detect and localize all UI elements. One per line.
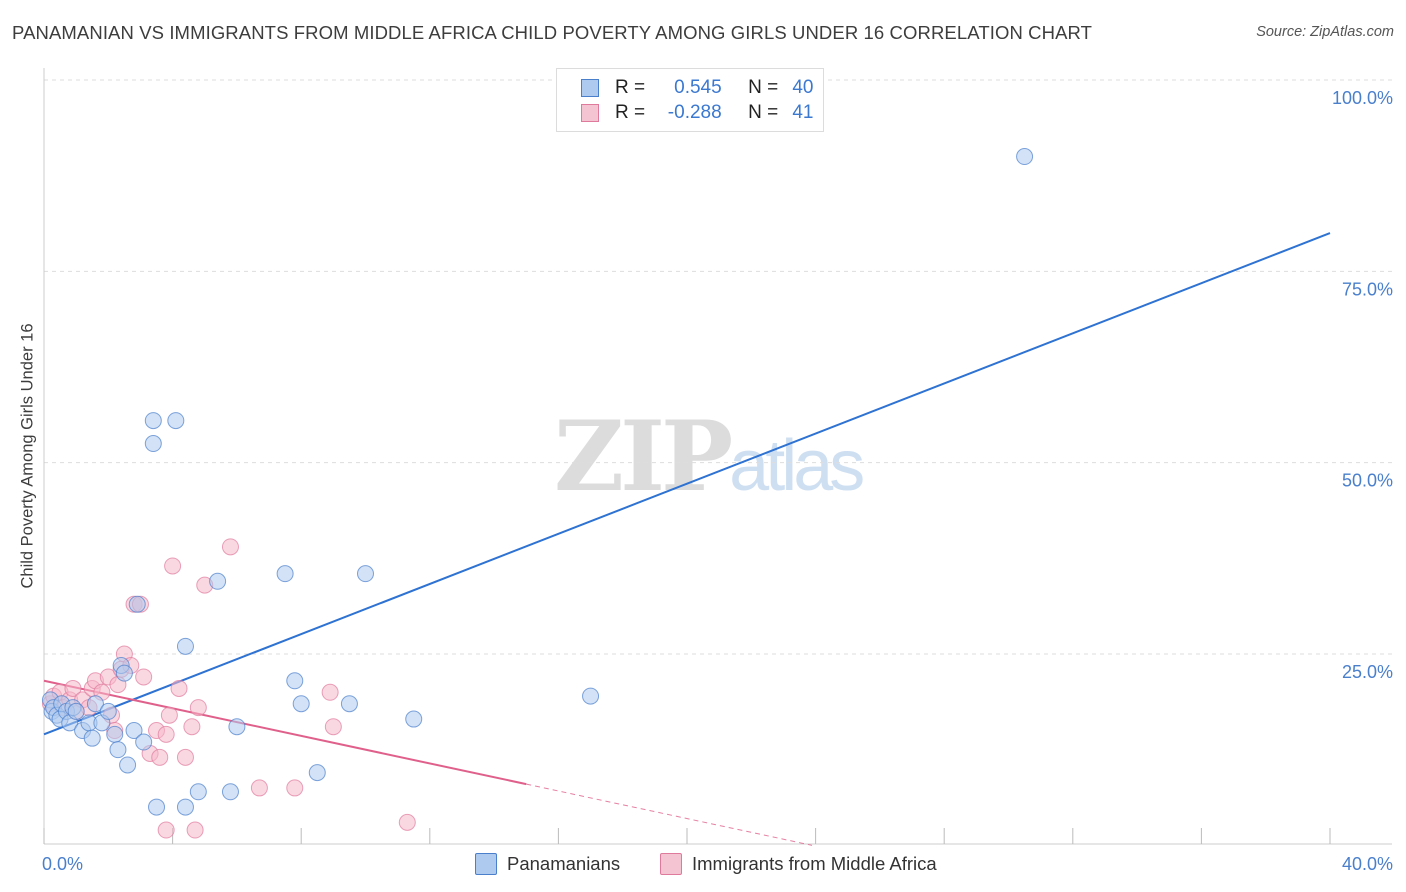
watermark-zip: ZIP bbox=[554, 400, 733, 513]
immigrant-point bbox=[135, 668, 153, 686]
legend-row-immigrants: R = -0.288 N = 41 bbox=[581, 101, 813, 125]
immigrant-point bbox=[176, 748, 194, 766]
axes bbox=[43, 68, 1392, 845]
panamanian-point bbox=[128, 595, 146, 613]
trend-line-1 bbox=[43, 679, 527, 786]
legend-swatch-blue bbox=[581, 79, 599, 97]
trend-lines bbox=[43, 232, 1331, 846]
immigrant-point bbox=[170, 679, 188, 697]
legend-r-value: 0.545 bbox=[674, 77, 722, 98]
gridlines bbox=[44, 79, 1392, 655]
panamanian-point bbox=[357, 565, 374, 583]
trend-line-0 bbox=[43, 232, 1331, 736]
bottom-legend-swatch-pink bbox=[660, 853, 682, 875]
panamanian-point bbox=[276, 565, 294, 583]
trend-line-dashed-1 bbox=[526, 783, 813, 846]
panamanian-point bbox=[221, 783, 239, 801]
panamanian-point bbox=[1016, 148, 1034, 166]
bottom-legend-label: Immigrants from Middle Africa bbox=[692, 853, 937, 874]
data-points bbox=[41, 148, 1034, 839]
legend-n-value: 41 bbox=[792, 102, 814, 123]
immigrant-point bbox=[398, 813, 416, 831]
bottom-legend-swatch-blue bbox=[475, 853, 497, 875]
panamanian-point bbox=[176, 798, 194, 816]
y-tick-label: 75.0% bbox=[1342, 279, 1393, 299]
bottom-legend-immigrants: Immigrants from Middle Africa bbox=[660, 852, 937, 876]
legend-n-label: N = bbox=[748, 77, 779, 98]
immigrant-point bbox=[151, 748, 169, 766]
y-tick-label: 50.0% bbox=[1342, 471, 1393, 491]
panamanian-point bbox=[167, 412, 185, 430]
immigrant-point bbox=[183, 718, 201, 736]
immigrant-point bbox=[324, 718, 342, 736]
legend-r-value: -0.288 bbox=[667, 102, 722, 123]
immigrant-point bbox=[157, 821, 175, 839]
panamanian-point bbox=[67, 702, 85, 720]
panamanian-point bbox=[125, 722, 143, 740]
immigrant-point bbox=[64, 679, 82, 697]
source-label: Source: ZipAtlas.com bbox=[1256, 24, 1394, 40]
chart-title: PANAMANIAN VS IMMIGRANTS FROM MIDDLE AFR… bbox=[12, 22, 1093, 43]
x-tick-label: 40.0% bbox=[1342, 854, 1393, 874]
panamanian-point bbox=[582, 687, 600, 705]
legend-row-panamanians: R = 0.545 N = 40 bbox=[581, 76, 813, 100]
legend-r-label: R = bbox=[615, 77, 646, 98]
panamanian-point bbox=[292, 695, 310, 713]
watermark: ZIPatlas bbox=[554, 400, 865, 513]
legend-swatch-pink bbox=[581, 104, 599, 122]
immigrant-point bbox=[186, 821, 204, 839]
legend-r-label: R = bbox=[615, 102, 646, 123]
panamanian-point bbox=[144, 435, 162, 453]
bottom-legend-panamanians: Panamanians bbox=[475, 852, 620, 876]
tick-labels: 25.0% 50.0% 75.0% 100.0% 0.0% 40.0% bbox=[42, 88, 1393, 874]
panamanian-point bbox=[405, 710, 423, 728]
watermark-atlas: atlas bbox=[729, 426, 865, 506]
y-tick-label: 25.0% bbox=[1342, 662, 1393, 682]
immigrant-point bbox=[286, 779, 304, 797]
panamanian-point bbox=[340, 695, 358, 713]
panamanian-point bbox=[228, 718, 246, 736]
panamanian-point bbox=[106, 725, 124, 743]
immigrant-point bbox=[321, 683, 339, 701]
panamanian-point bbox=[83, 729, 101, 747]
panamanian-point bbox=[189, 783, 207, 801]
immigrant-point bbox=[250, 779, 268, 797]
panamanian-point bbox=[119, 756, 137, 774]
legend-n-label: N = bbox=[748, 102, 779, 123]
immigrant-point bbox=[164, 557, 182, 575]
panamanian-point bbox=[135, 733, 153, 751]
immigrant-point bbox=[160, 706, 178, 724]
panamanian-point bbox=[86, 695, 104, 713]
panamanian-point bbox=[109, 741, 127, 759]
panamanian-point bbox=[209, 572, 227, 590]
legend-n-value: 40 bbox=[792, 77, 814, 98]
legend: R = 0.545 N = 40 R = -0.288 N = 41 bbox=[556, 68, 824, 132]
panamanian-point bbox=[286, 672, 304, 690]
panamanian-point bbox=[308, 764, 326, 782]
immigrant-point bbox=[189, 699, 207, 717]
panamanian-point bbox=[176, 637, 194, 655]
panamanian-point bbox=[148, 798, 166, 816]
immigrant-point bbox=[221, 538, 239, 556]
panamanian-point bbox=[115, 664, 133, 682]
x-tick-label: 0.0% bbox=[42, 854, 83, 874]
y-tick-label: 100.0% bbox=[1332, 88, 1393, 108]
bottom-legend-label: Panamanians bbox=[507, 853, 621, 874]
panamanian-point bbox=[144, 412, 162, 430]
panamanian-point bbox=[99, 702, 117, 720]
immigrant-point bbox=[157, 725, 175, 743]
